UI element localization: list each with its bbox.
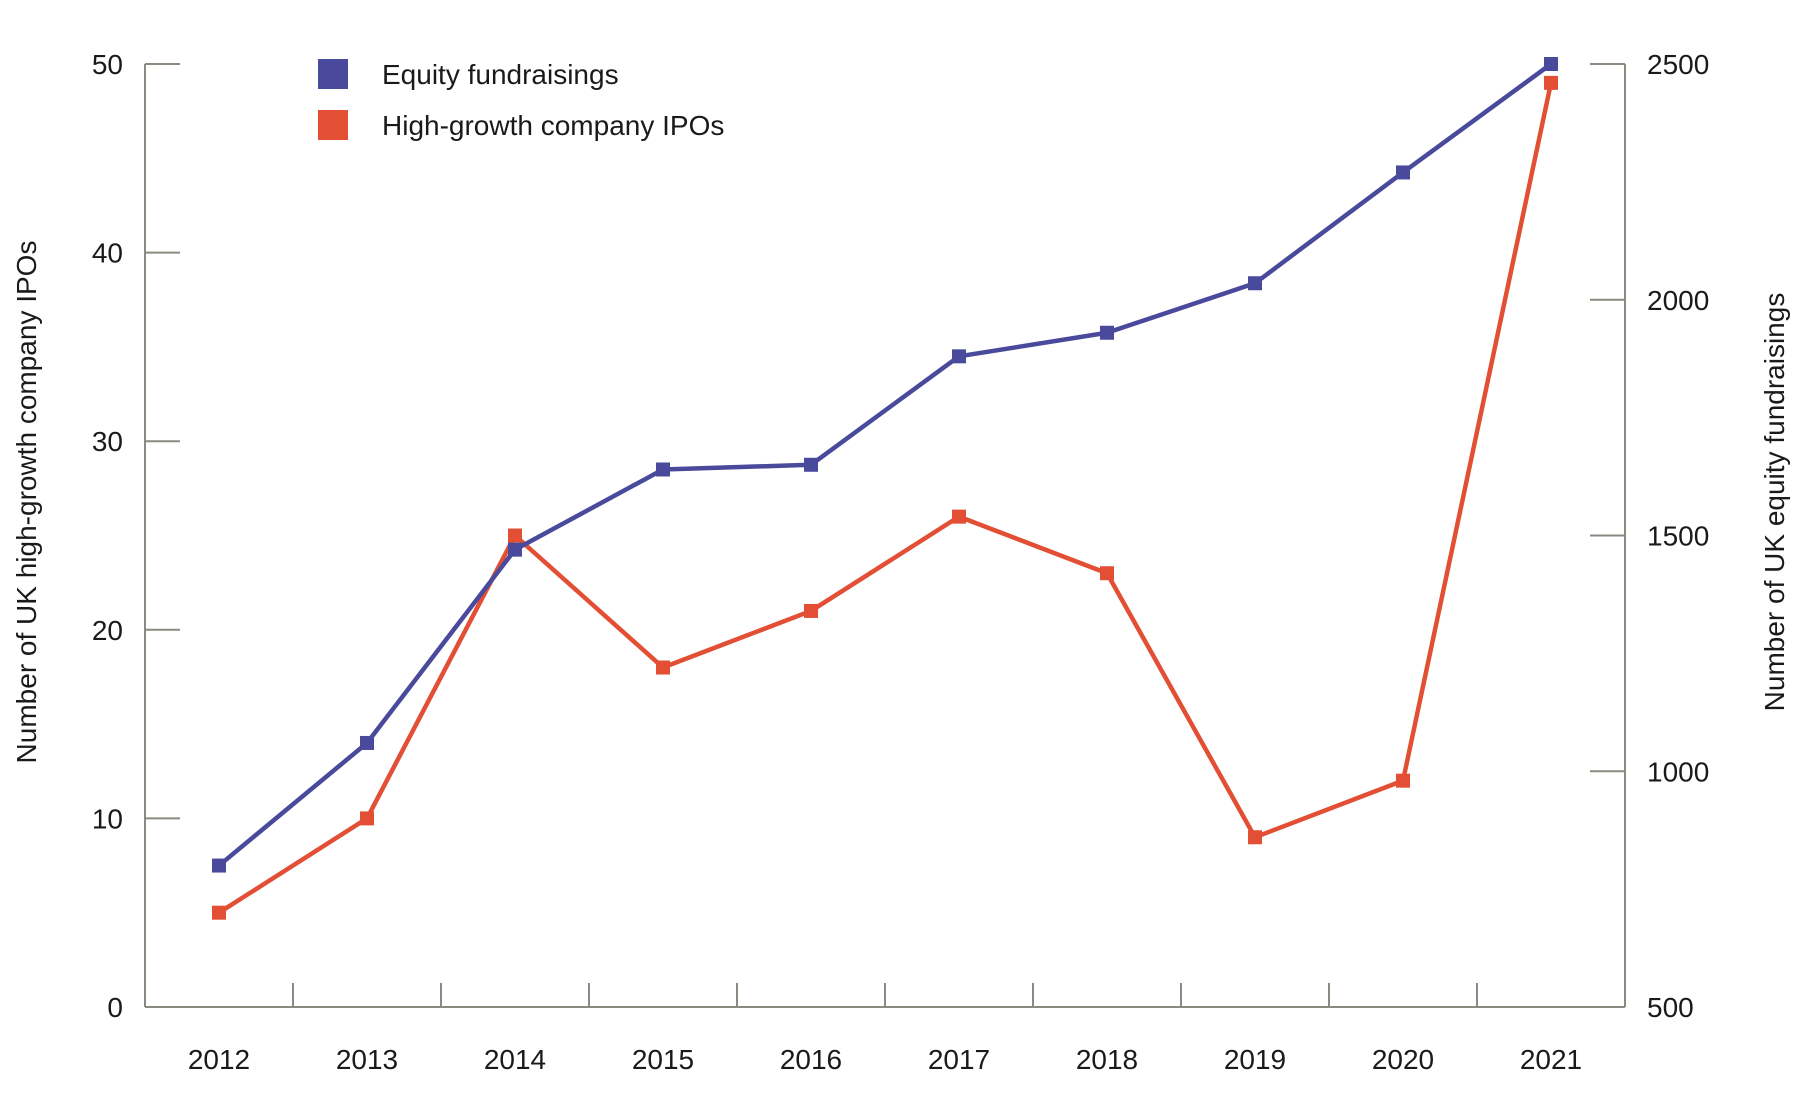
data-point-2012 xyxy=(212,905,226,920)
legend: Equity fundraisings High-growth company I… xyxy=(318,59,724,141)
data-point-2021 xyxy=(1544,57,1558,71)
data-point-2017 xyxy=(952,509,966,524)
x-tick-label-2018: 2018 xyxy=(1076,1044,1138,1075)
data-point-2012 xyxy=(212,858,226,873)
y-right-tick-label-2500: 2500 xyxy=(1647,49,1709,80)
data-point-2021 xyxy=(1544,75,1558,90)
data-point-2019 xyxy=(1248,830,1262,845)
legend-label-1: High-growth company IPOs xyxy=(382,110,724,141)
data-point-2015 xyxy=(656,660,670,675)
y-left-tick-label-0: 0 xyxy=(107,992,123,1023)
x-tick-label-2012: 2012 xyxy=(188,1044,250,1075)
x-tick-label-2020: 2020 xyxy=(1372,1044,1434,1075)
y-axis-left-title: Number of UK high-growth company IPOs xyxy=(11,241,42,764)
x-tick-label-2021: 2021 xyxy=(1520,1044,1582,1075)
legend-swatch-1 xyxy=(318,110,348,140)
y-right-tick-label-1000: 1000 xyxy=(1647,756,1709,787)
y-left-tick-label-20: 20 xyxy=(92,615,123,646)
series-line xyxy=(217,82,1554,915)
y-right-tick-label-500: 500 xyxy=(1647,992,1694,1023)
data-point-2020 xyxy=(1396,165,1410,180)
ticks: 0 10 20 30 40 50 500 1000 1500 2000 2500 2012 2013 20… xyxy=(92,49,1709,1075)
y-left-tick-label-40: 40 xyxy=(92,238,123,269)
x-tick-label-2013: 2013 xyxy=(336,1044,398,1075)
data-point-2014 xyxy=(508,542,522,557)
series-equity-fundraisings xyxy=(212,57,1558,873)
y-right-tick-label-1500: 1500 xyxy=(1647,521,1709,552)
x-tick-label-2017: 2017 xyxy=(928,1044,990,1075)
data-point-2016 xyxy=(804,603,818,618)
x-tick-label-2019: 2019 xyxy=(1224,1044,1286,1075)
axes xyxy=(144,64,1626,1008)
x-tick-label-2015: 2015 xyxy=(632,1044,694,1075)
data-point-2013 xyxy=(360,811,374,826)
data-point-2014 xyxy=(508,528,522,543)
data-point-2017 xyxy=(952,349,966,364)
legend-label-0: Equity fundraisings xyxy=(382,59,619,90)
data-point-2020 xyxy=(1396,773,1410,788)
series-line xyxy=(217,62,1553,868)
data-point-2018 xyxy=(1100,325,1114,340)
y-axis-right-title: Number of UK equity fundraisings xyxy=(1759,293,1790,712)
y-left-tick-label-10: 10 xyxy=(92,803,123,834)
data-point-2019 xyxy=(1248,276,1262,291)
y-right-tick-label-2000: 2000 xyxy=(1647,285,1709,316)
y-left-tick-label-30: 30 xyxy=(92,426,123,457)
data-point-2015 xyxy=(656,462,670,477)
data-point-2018 xyxy=(1100,566,1114,581)
x-tick-label-2016: 2016 xyxy=(780,1044,842,1075)
y-left-tick-label-50: 50 xyxy=(92,49,123,80)
series-layer xyxy=(212,57,1558,920)
legend-swatch-0 xyxy=(318,59,348,89)
data-point-2016 xyxy=(804,457,818,472)
x-tick-label-2014: 2014 xyxy=(484,1044,546,1075)
series-high-growth-ipos xyxy=(212,75,1558,920)
data-point-2013 xyxy=(360,735,374,750)
